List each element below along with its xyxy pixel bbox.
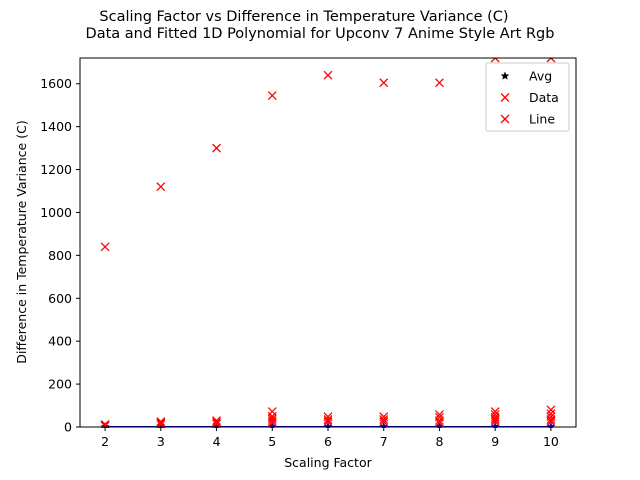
data-point — [267, 411, 277, 421]
legend: Avg Data Line — [485, 62, 570, 132]
data-point — [212, 416, 221, 426]
legend-frame — [485, 62, 570, 132]
y-axis: 0 200 400 600 800 1000 1200 1400 1600 — [40, 76, 80, 435]
data-point — [100, 242, 110, 252]
data-point — [323, 70, 333, 80]
x-tick-label: 8 — [435, 434, 443, 449]
legend-label: Line — [529, 112, 555, 127]
y-tick-label: 1200 — [40, 162, 72, 177]
data-point — [100, 421, 110, 428]
data-point — [323, 415, 333, 424]
data-point — [156, 417, 166, 427]
legend-x-marker — [500, 114, 510, 124]
y-tick-label: 200 — [48, 377, 72, 392]
y-tick-label: 1000 — [40, 205, 72, 220]
data-point — [546, 415, 556, 424]
y-tick-label: 800 — [48, 248, 72, 263]
data-point — [546, 417, 556, 427]
x-tick-label: 9 — [491, 434, 499, 449]
data-point — [546, 58, 556, 63]
data-point — [156, 182, 166, 192]
data-point — [490, 415, 500, 424]
chart-subtitle: Data and Fitted 1D Polynomial for Upconv… — [86, 26, 555, 42]
data-point — [212, 419, 221, 428]
data-point — [435, 416, 444, 426]
data-point — [323, 417, 333, 427]
data-point — [379, 78, 389, 88]
legend-label: Data — [529, 90, 559, 105]
y-tick-label: 0 — [64, 420, 72, 435]
data-point — [379, 415, 389, 424]
y-tick-label: 400 — [48, 334, 72, 349]
data-point — [490, 417, 500, 427]
y-tick-label: 600 — [48, 291, 72, 306]
data-point — [435, 418, 444, 428]
legend-star-marker — [500, 71, 510, 80]
data-point — [156, 418, 166, 428]
data-point — [267, 418, 277, 428]
data-point — [546, 405, 556, 415]
x-tick-label: 10 — [543, 434, 559, 449]
y-axis-label: Difference in Temperature Variance (C) — [14, 120, 29, 363]
data-point — [267, 91, 277, 101]
x-tick-label: 3 — [157, 434, 165, 449]
x-tick-label: 4 — [213, 434, 221, 449]
x-tick-label: 2 — [101, 434, 109, 449]
x-tick-label: 5 — [268, 434, 276, 449]
data-point — [212, 417, 221, 427]
chart-title: Scaling Factor vs Difference in Temperat… — [99, 9, 508, 25]
x-tick-label: 7 — [380, 434, 388, 449]
legend-x-marker — [500, 93, 510, 102]
data-point — [435, 78, 444, 88]
data-point — [490, 58, 500, 63]
x-axis-label: Scaling Factor — [284, 455, 372, 470]
data-point — [267, 416, 277, 426]
data-point — [267, 413, 277, 423]
data-point — [490, 412, 500, 422]
data-point — [212, 143, 221, 153]
legend-label: Avg — [529, 69, 552, 84]
x-tick-label: 6 — [324, 434, 332, 449]
plot-marks — [100, 58, 556, 428]
y-tick-label: 1400 — [40, 119, 72, 134]
data-point — [379, 417, 389, 427]
y-tick-label: 1600 — [40, 76, 72, 91]
x-axis: 2 3 4 5 6 7 8 9 10 — [101, 427, 559, 449]
